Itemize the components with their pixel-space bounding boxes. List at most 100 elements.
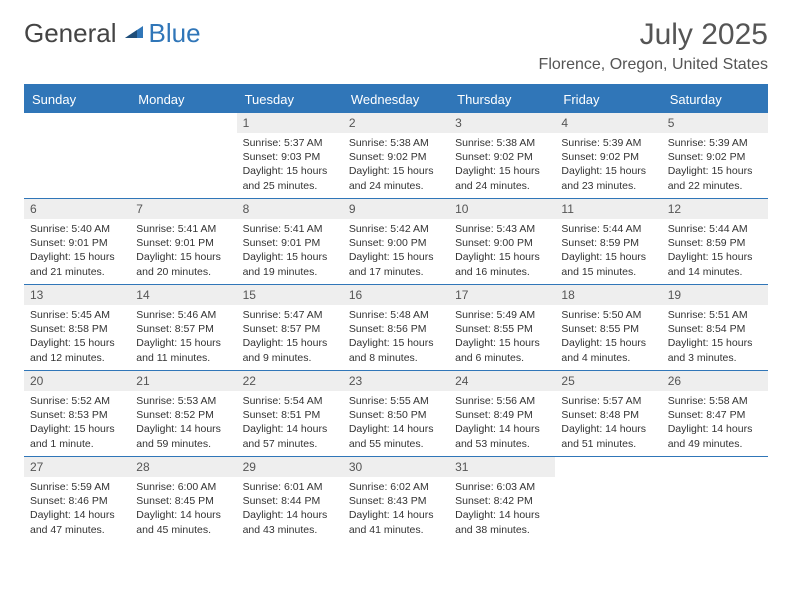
calendar-day-cell: 21Sunrise: 5:53 AMSunset: 8:52 PMDayligh… bbox=[130, 371, 236, 457]
calendar-day-cell: 2Sunrise: 5:38 AMSunset: 9:02 PMDaylight… bbox=[343, 113, 449, 199]
day-number: 2 bbox=[343, 113, 449, 133]
day-details: Sunrise: 5:39 AMSunset: 9:02 PMDaylight:… bbox=[555, 133, 661, 197]
calendar-day-cell: 14Sunrise: 5:46 AMSunset: 8:57 PMDayligh… bbox=[130, 285, 236, 371]
day-details: Sunrise: 5:53 AMSunset: 8:52 PMDaylight:… bbox=[130, 391, 236, 455]
calendar-day-cell: 20Sunrise: 5:52 AMSunset: 8:53 PMDayligh… bbox=[24, 371, 130, 457]
calendar-day-cell: 27Sunrise: 5:59 AMSunset: 8:46 PMDayligh… bbox=[24, 457, 130, 543]
calendar-day-cell: 13Sunrise: 5:45 AMSunset: 8:58 PMDayligh… bbox=[24, 285, 130, 371]
day-details: Sunrise: 5:41 AMSunset: 9:01 PMDaylight:… bbox=[130, 219, 236, 283]
day-number: 7 bbox=[130, 199, 236, 219]
day-number: 16 bbox=[343, 285, 449, 305]
day-details: Sunrise: 5:41 AMSunset: 9:01 PMDaylight:… bbox=[237, 219, 343, 283]
calendar-day-cell: 15Sunrise: 5:47 AMSunset: 8:57 PMDayligh… bbox=[237, 285, 343, 371]
title-block: July 2025 Florence, Oregon, United State… bbox=[539, 18, 768, 74]
calendar-day-cell: 30Sunrise: 6:02 AMSunset: 8:43 PMDayligh… bbox=[343, 457, 449, 543]
header: General Blue July 2025 Florence, Oregon,… bbox=[24, 18, 768, 74]
calendar-day-cell: 26Sunrise: 5:58 AMSunset: 8:47 PMDayligh… bbox=[662, 371, 768, 457]
day-details: Sunrise: 5:55 AMSunset: 8:50 PMDaylight:… bbox=[343, 391, 449, 455]
weekday-header: Sunday bbox=[24, 85, 130, 113]
logo-text-general: General bbox=[24, 18, 117, 49]
day-number: 3 bbox=[449, 113, 555, 133]
month-title: July 2025 bbox=[539, 18, 768, 52]
day-details: Sunrise: 5:58 AMSunset: 8:47 PMDaylight:… bbox=[662, 391, 768, 455]
calendar-day-cell: 17Sunrise: 5:49 AMSunset: 8:55 PMDayligh… bbox=[449, 285, 555, 371]
calendar-day-cell bbox=[24, 113, 130, 199]
day-number: 22 bbox=[237, 371, 343, 391]
day-details: Sunrise: 5:49 AMSunset: 8:55 PMDaylight:… bbox=[449, 305, 555, 369]
calendar-day-cell: 8Sunrise: 5:41 AMSunset: 9:01 PMDaylight… bbox=[237, 199, 343, 285]
day-details: Sunrise: 5:54 AMSunset: 8:51 PMDaylight:… bbox=[237, 391, 343, 455]
calendar-day-cell: 7Sunrise: 5:41 AMSunset: 9:01 PMDaylight… bbox=[130, 199, 236, 285]
calendar-day-cell bbox=[130, 113, 236, 199]
calendar-day-cell: 4Sunrise: 5:39 AMSunset: 9:02 PMDaylight… bbox=[555, 113, 661, 199]
day-number: 24 bbox=[449, 371, 555, 391]
day-details: Sunrise: 5:38 AMSunset: 9:02 PMDaylight:… bbox=[343, 133, 449, 197]
day-number: 1 bbox=[237, 113, 343, 133]
day-details: Sunrise: 6:00 AMSunset: 8:45 PMDaylight:… bbox=[130, 477, 236, 541]
day-number: 9 bbox=[343, 199, 449, 219]
day-details: Sunrise: 5:48 AMSunset: 8:56 PMDaylight:… bbox=[343, 305, 449, 369]
calendar-table: SundayMondayTuesdayWednesdayThursdayFrid… bbox=[24, 84, 768, 543]
calendar-day-cell: 22Sunrise: 5:54 AMSunset: 8:51 PMDayligh… bbox=[237, 371, 343, 457]
day-number: 23 bbox=[343, 371, 449, 391]
calendar-day-cell: 28Sunrise: 6:00 AMSunset: 8:45 PMDayligh… bbox=[130, 457, 236, 543]
day-number: 29 bbox=[237, 457, 343, 477]
day-number: 28 bbox=[130, 457, 236, 477]
calendar-day-cell: 9Sunrise: 5:42 AMSunset: 9:00 PMDaylight… bbox=[343, 199, 449, 285]
calendar-week-row: 27Sunrise: 5:59 AMSunset: 8:46 PMDayligh… bbox=[24, 457, 768, 543]
day-details: Sunrise: 5:38 AMSunset: 9:02 PMDaylight:… bbox=[449, 133, 555, 197]
calendar-week-row: 20Sunrise: 5:52 AMSunset: 8:53 PMDayligh… bbox=[24, 371, 768, 457]
calendar-day-cell bbox=[555, 457, 661, 543]
day-details: Sunrise: 5:57 AMSunset: 8:48 PMDaylight:… bbox=[555, 391, 661, 455]
day-number: 27 bbox=[24, 457, 130, 477]
day-details: Sunrise: 6:01 AMSunset: 8:44 PMDaylight:… bbox=[237, 477, 343, 541]
calendar-day-cell: 18Sunrise: 5:50 AMSunset: 8:55 PMDayligh… bbox=[555, 285, 661, 371]
day-number: 31 bbox=[449, 457, 555, 477]
weekday-header: Tuesday bbox=[237, 85, 343, 113]
day-number: 18 bbox=[555, 285, 661, 305]
calendar-day-cell: 10Sunrise: 5:43 AMSunset: 9:00 PMDayligh… bbox=[449, 199, 555, 285]
day-details: Sunrise: 5:43 AMSunset: 9:00 PMDaylight:… bbox=[449, 219, 555, 283]
calendar-day-cell: 12Sunrise: 5:44 AMSunset: 8:59 PMDayligh… bbox=[662, 199, 768, 285]
day-number: 14 bbox=[130, 285, 236, 305]
calendar-day-cell: 11Sunrise: 5:44 AMSunset: 8:59 PMDayligh… bbox=[555, 199, 661, 285]
calendar-day-cell: 3Sunrise: 5:38 AMSunset: 9:02 PMDaylight… bbox=[449, 113, 555, 199]
calendar-day-cell: 19Sunrise: 5:51 AMSunset: 8:54 PMDayligh… bbox=[662, 285, 768, 371]
day-details: Sunrise: 5:51 AMSunset: 8:54 PMDaylight:… bbox=[662, 305, 768, 369]
calendar-day-cell: 23Sunrise: 5:55 AMSunset: 8:50 PMDayligh… bbox=[343, 371, 449, 457]
day-details: Sunrise: 5:42 AMSunset: 9:00 PMDaylight:… bbox=[343, 219, 449, 283]
day-number: 12 bbox=[662, 199, 768, 219]
day-details: Sunrise: 5:47 AMSunset: 8:57 PMDaylight:… bbox=[237, 305, 343, 369]
day-details: Sunrise: 5:40 AMSunset: 9:01 PMDaylight:… bbox=[24, 219, 130, 283]
calendar-day-cell: 31Sunrise: 6:03 AMSunset: 8:42 PMDayligh… bbox=[449, 457, 555, 543]
calendar-day-cell: 5Sunrise: 5:39 AMSunset: 9:02 PMDaylight… bbox=[662, 113, 768, 199]
day-details: Sunrise: 5:52 AMSunset: 8:53 PMDaylight:… bbox=[24, 391, 130, 455]
day-details: Sunrise: 5:59 AMSunset: 8:46 PMDaylight:… bbox=[24, 477, 130, 541]
weekday-header: Monday bbox=[130, 85, 236, 113]
logo: General Blue bbox=[24, 18, 201, 49]
day-number: 25 bbox=[555, 371, 661, 391]
day-number: 21 bbox=[130, 371, 236, 391]
location-text: Florence, Oregon, United States bbox=[539, 56, 768, 74]
calendar-day-cell: 24Sunrise: 5:56 AMSunset: 8:49 PMDayligh… bbox=[449, 371, 555, 457]
day-number: 26 bbox=[662, 371, 768, 391]
day-details: Sunrise: 5:44 AMSunset: 8:59 PMDaylight:… bbox=[662, 219, 768, 283]
day-number: 20 bbox=[24, 371, 130, 391]
logo-text-blue: Blue bbox=[149, 18, 201, 49]
day-details: Sunrise: 6:02 AMSunset: 8:43 PMDaylight:… bbox=[343, 477, 449, 541]
day-number: 15 bbox=[237, 285, 343, 305]
calendar-week-row: 13Sunrise: 5:45 AMSunset: 8:58 PMDayligh… bbox=[24, 285, 768, 371]
day-number: 4 bbox=[555, 113, 661, 133]
calendar-day-cell: 25Sunrise: 5:57 AMSunset: 8:48 PMDayligh… bbox=[555, 371, 661, 457]
day-details: Sunrise: 5:50 AMSunset: 8:55 PMDaylight:… bbox=[555, 305, 661, 369]
calendar-day-cell: 16Sunrise: 5:48 AMSunset: 8:56 PMDayligh… bbox=[343, 285, 449, 371]
day-details: Sunrise: 5:46 AMSunset: 8:57 PMDaylight:… bbox=[130, 305, 236, 369]
day-details: Sunrise: 5:37 AMSunset: 9:03 PMDaylight:… bbox=[237, 133, 343, 197]
day-number: 30 bbox=[343, 457, 449, 477]
weekday-header-row: SundayMondayTuesdayWednesdayThursdayFrid… bbox=[24, 85, 768, 113]
weekday-header: Wednesday bbox=[343, 85, 449, 113]
day-number: 8 bbox=[237, 199, 343, 219]
day-number: 13 bbox=[24, 285, 130, 305]
calendar-week-row: 1Sunrise: 5:37 AMSunset: 9:03 PMDaylight… bbox=[24, 113, 768, 199]
weekday-header: Friday bbox=[555, 85, 661, 113]
